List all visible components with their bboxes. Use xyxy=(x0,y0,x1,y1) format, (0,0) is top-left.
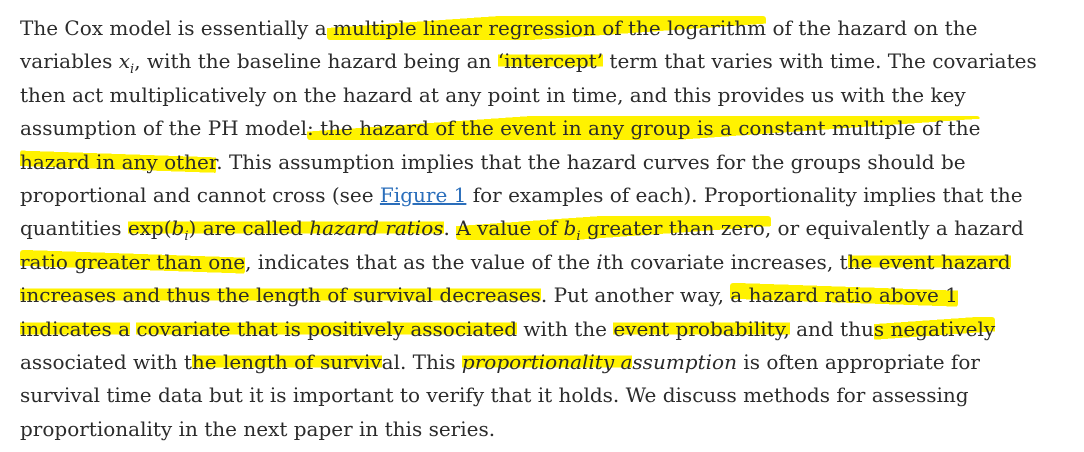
highlight: increases and thus the length of surviva… xyxy=(20,283,541,308)
line-13: proportionality in the next paper in thi… xyxy=(20,413,1070,446)
subscript-i: i xyxy=(184,229,188,244)
highlight: covariate that is positively associated xyxy=(136,316,518,341)
text-run: then act multiplicatively on the hazard … xyxy=(20,82,966,107)
highlight: multiple linear regression of the logari… xyxy=(326,16,767,40)
highlight: he event hazard xyxy=(847,249,1011,274)
text-run: The Cox model is essentially a xyxy=(20,16,327,40)
text-run: variables xyxy=(20,49,119,74)
text-run: assumption of the PH model xyxy=(20,116,308,141)
line-5: hazard in any other. This assumption imp… xyxy=(20,146,1070,179)
line-2: variables xi, with the baseline hazard b… xyxy=(20,45,1070,78)
line-10: indicates a covariate that is positively… xyxy=(20,313,1070,346)
line-11: associated with the length of survival. … xyxy=(20,346,1070,379)
subscript-text: i xyxy=(130,62,135,78)
highlight: proportionality a xyxy=(461,349,633,374)
highlight: ratio greater than one xyxy=(20,249,246,274)
variable-b: b xyxy=(171,216,185,241)
line-6: proportional and cannot cross (see Figur… xyxy=(20,179,1070,212)
highlight: event probability, xyxy=(613,316,790,341)
text-run: and thu xyxy=(789,316,874,341)
line-7: quantities exp(bi) are called hazard rat… xyxy=(20,212,1070,245)
variable-x: x xyxy=(118,49,131,74)
subscript-i: i xyxy=(130,62,134,77)
line-12: survival time data but it is important t… xyxy=(20,379,1070,412)
text-run: proportionality in the next paper in thi… xyxy=(20,416,496,441)
text-run: quantities xyxy=(20,216,128,241)
highlight: he length of surviv xyxy=(191,349,382,374)
text-run: greater than zero, xyxy=(580,216,772,241)
text-run: , indicates that as the value of the xyxy=(245,249,597,274)
highlight: indicates a xyxy=(20,316,131,341)
line-4: assumption of the PH model: the hazard o… xyxy=(20,112,1070,145)
text-run: . This assumption implies that the hazar… xyxy=(216,149,966,174)
italic-term: hazard ratios xyxy=(309,216,444,241)
italic-i: i xyxy=(596,249,603,274)
highlight: ‘intercept’ xyxy=(497,49,604,74)
text-run: , with the baseline hazard being an xyxy=(134,49,498,74)
variable-b: b xyxy=(563,216,577,241)
highlight: A value of bi greater than zero, xyxy=(456,216,772,243)
text-run: with the xyxy=(517,316,614,341)
text-run: proportional and cannot cross (see xyxy=(20,182,380,207)
text-run: is often appropriate for xyxy=(736,349,980,374)
line-8: ratio greater than one, indicates that a… xyxy=(20,246,1070,279)
text-run: ) are called xyxy=(188,216,310,241)
text-run: associated with t xyxy=(20,349,192,374)
text-run: or equivalently a hazard xyxy=(771,216,1024,241)
text-run: for examples of each). Proportionality i… xyxy=(466,182,1023,207)
figure-1-link[interactable]: Figure 1 xyxy=(379,182,467,207)
line-9: increases and thus the length of surviva… xyxy=(20,279,1070,312)
text-run: th covariate increases xyxy=(602,249,827,274)
text-run: A value of xyxy=(456,216,564,241)
text-run: . Put another way, xyxy=(540,283,731,308)
italic-term: ssumption xyxy=(632,349,737,374)
highlight: hazard in any other xyxy=(20,149,217,174)
highlight: : the hazard of the event in any group i… xyxy=(307,116,981,141)
text-run: of the hazard on the xyxy=(766,16,978,40)
subscript-text: i xyxy=(184,229,189,245)
subscript-text: i xyxy=(576,229,581,245)
line-3: then act multiplicatively on the hazard … xyxy=(20,79,1070,112)
text-run: survival time data but it is important t… xyxy=(20,383,969,408)
highlight: a hazard ratio above 1 xyxy=(730,283,958,308)
highlight: exp(bi) are called hazard ratios xyxy=(127,216,444,243)
text-run: . xyxy=(443,216,457,241)
text-run: al. This xyxy=(381,349,462,374)
subscript-i: i xyxy=(576,229,580,244)
italic-term: proportionality a xyxy=(461,349,633,374)
text-run: exp( xyxy=(127,216,172,241)
text-run: , t xyxy=(826,249,848,274)
article-paragraph: The Cox model is essentially a multiple … xyxy=(20,12,1070,446)
text-run: term that varies with time. The covariat… xyxy=(603,49,1037,74)
highlight: s negatively xyxy=(873,316,996,341)
line-1: The Cox model is essentially a multiple … xyxy=(20,12,1070,45)
